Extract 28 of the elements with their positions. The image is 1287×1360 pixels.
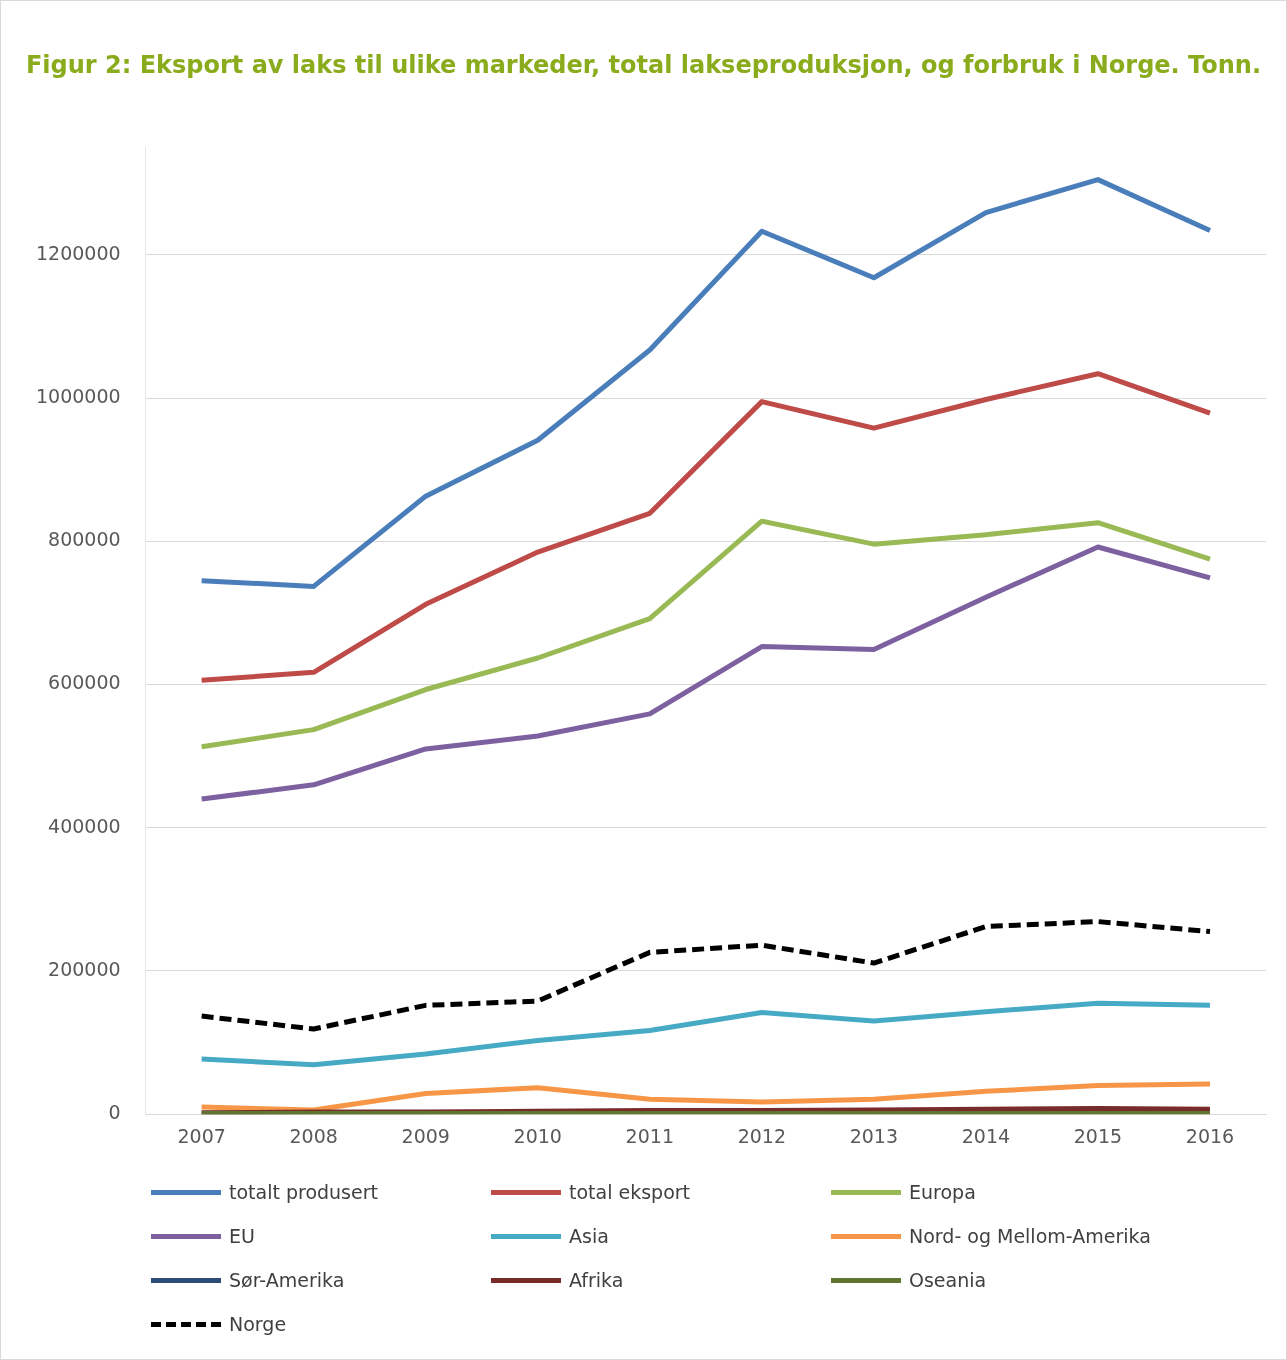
y-tick-label: 0 xyxy=(108,1101,121,1124)
x-tick-label: 2015 xyxy=(1073,1124,1123,1147)
legend-label: totalt produsert xyxy=(229,1181,378,1203)
y-tick-label: 600000 xyxy=(48,671,121,694)
x-tick-label: 2007 xyxy=(177,1124,226,1147)
y-tick-label: 1000000 xyxy=(35,384,121,407)
y-tick-label: 1200000 xyxy=(35,241,121,264)
legend-label: Asia xyxy=(569,1225,609,1247)
x-tick-label: 2014 xyxy=(961,1124,1011,1147)
legend-label: Nord- og Mellom-Amerika xyxy=(909,1225,1151,1247)
legend-label: Oseania xyxy=(909,1269,987,1291)
y-tick-label: 200000 xyxy=(48,957,121,980)
y-tick-label: 800000 xyxy=(48,528,121,551)
x-tick-label: 2012 xyxy=(737,1124,787,1147)
legend-label: Afrika xyxy=(569,1269,624,1291)
x-tick-label: 2016 xyxy=(1185,1124,1235,1147)
legend-label: Europa xyxy=(909,1181,976,1203)
x-tick-label: 2009 xyxy=(401,1124,450,1147)
legend-label: EU xyxy=(229,1225,255,1247)
legend-label: Norge xyxy=(229,1313,287,1335)
chart-title: Figur 2: Eksport av laks til ulike markeder, total lakseproduksjon, og forbruk i Norge. Tonn. xyxy=(24,51,1263,79)
legend-label: Sør-Amerika xyxy=(229,1269,345,1291)
y-tick-label: 400000 xyxy=(48,814,121,837)
x-tick-label: 2010 xyxy=(513,1124,562,1147)
x-tick-label: 2013 xyxy=(849,1124,899,1147)
x-tick-label: 2011 xyxy=(625,1124,674,1147)
legend-label: total eksport xyxy=(569,1181,691,1203)
x-tick-label: 2008 xyxy=(289,1124,338,1147)
